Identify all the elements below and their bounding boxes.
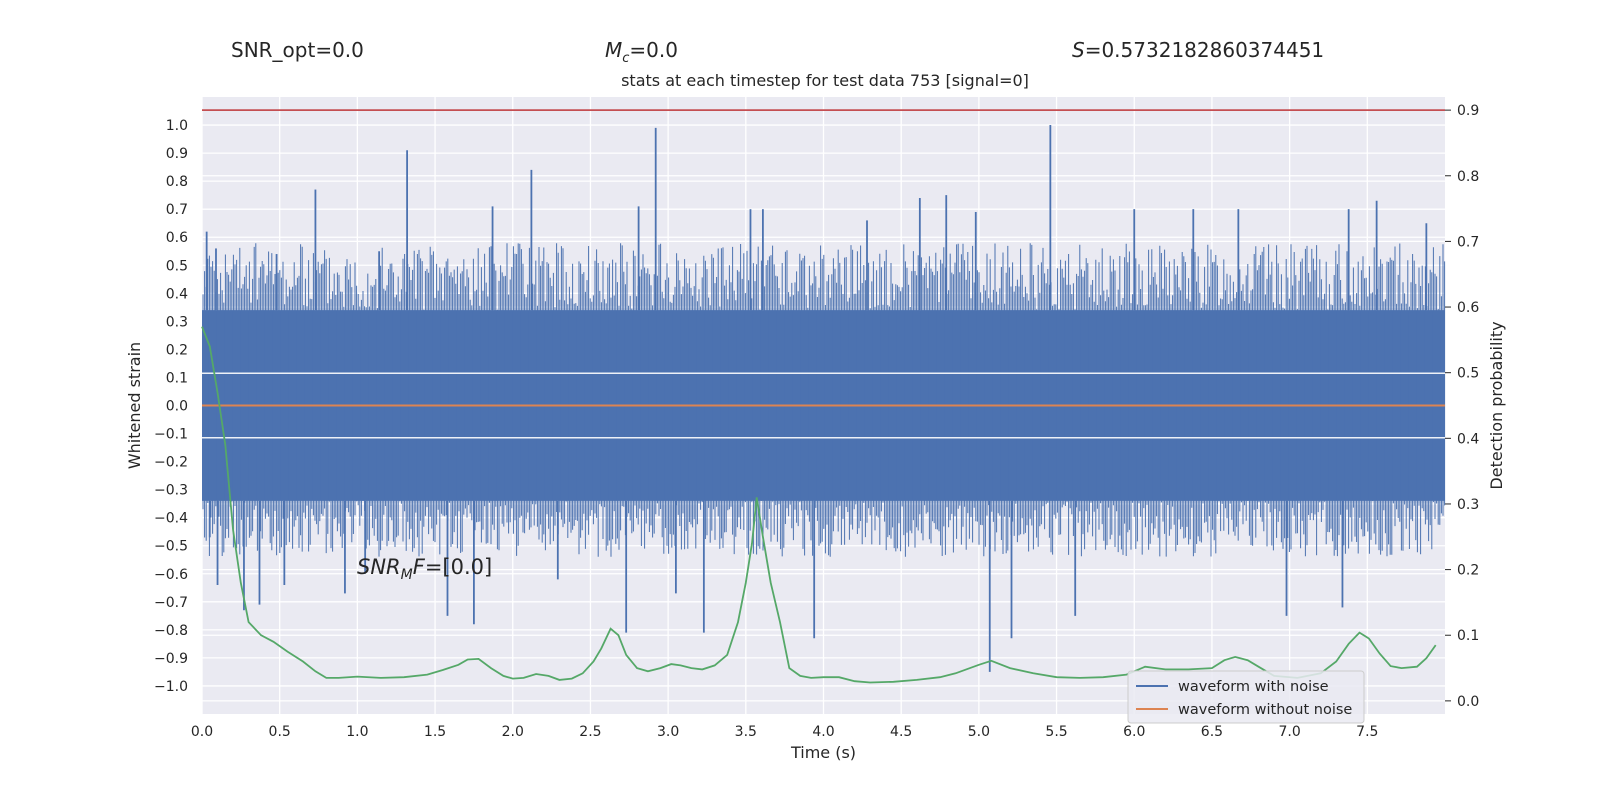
y-right-axis-label: Detection probability — [1487, 321, 1506, 489]
y-tick-label: −1.0 — [154, 679, 188, 695]
y-tick-label: −0.2 — [154, 455, 188, 471]
y-tick-label: −0.9 — [154, 651, 188, 667]
y-tick-label: 0.6 — [166, 230, 188, 246]
s-symbol: S — [1072, 38, 1085, 62]
y-right-tick-label: 0.5 — [1457, 366, 1479, 382]
mc-value: =0.0 — [629, 38, 678, 62]
y-right-tick-label: 0.8 — [1457, 169, 1479, 185]
legend: waveform with noise waveform without nois… — [1127, 670, 1365, 724]
y-right-tick-label: 0.1 — [1457, 628, 1479, 644]
y-tick-label: 0.2 — [166, 342, 188, 358]
x-tick-label: 5.0 — [968, 724, 990, 740]
chart-title: stats at each timestep for test data 753… — [621, 71, 1029, 90]
x-tick-label: 4.5 — [890, 724, 912, 740]
y-tick-label: 0.3 — [166, 314, 188, 330]
x-tick-label: 5.5 — [1045, 724, 1067, 740]
snr-mf-sub: M — [401, 567, 413, 583]
y-tick-label: 0.1 — [166, 370, 188, 386]
y-right-tick-label: 0.6 — [1457, 300, 1479, 316]
legend-box — [1127, 670, 1365, 724]
y-right-tick-label: 0.7 — [1457, 234, 1479, 250]
line-layer — [201, 109, 1445, 684]
axis-layer: 0.0 0.5 1.0 1.5 2.0 2.5 3.0 3.5 4.0 4.5 5.0 5.5 6.0 6… — [125, 103, 1506, 762]
mc-subscript: c — [622, 51, 630, 66]
y-tick-label: −0.3 — [154, 483, 188, 499]
x-tick-label: 2.0 — [502, 724, 524, 740]
x-tick-label: 2.5 — [579, 724, 601, 740]
y-tick-label: 0.9 — [166, 146, 188, 162]
x-tick-label: 4.0 — [812, 724, 834, 740]
y-tick-label: −0.7 — [154, 595, 188, 611]
x-tick-label: 0.0 — [191, 724, 213, 740]
snr-mf-prefix: SNR — [357, 555, 401, 579]
x-tick-label: 3.0 — [657, 724, 679, 740]
x-tick-label: 7.5 — [1356, 724, 1378, 740]
snr-opt-label: SNR_opt=0.0 — [231, 38, 364, 62]
y-tick-label: −0.1 — [154, 427, 188, 443]
snr-mf-f: F — [413, 555, 426, 579]
noise-spike-layer — [205, 125, 1428, 672]
y-right-tick-label: 0.3 — [1457, 497, 1479, 513]
score-label: S=0.5732182860374451 — [1072, 38, 1324, 62]
y-tick-label: 0.0 — [166, 399, 188, 415]
y-right-tick-label: 0.9 — [1457, 103, 1479, 119]
x-tick-label: 1.5 — [424, 724, 446, 740]
x-tick-label: 6.5 — [1201, 724, 1223, 740]
y-tick-label: 0.4 — [166, 286, 188, 302]
snr-mf-annotation: SNRMF=[0.0] — [357, 555, 492, 583]
x-tick-label: 6.0 — [1123, 724, 1145, 740]
y-tick-label: −0.8 — [154, 623, 188, 639]
y-tick-label: 0.5 — [166, 258, 188, 274]
y-right-tick-label: 0.2 — [1457, 563, 1479, 579]
x-tick-label: 1.0 — [346, 724, 368, 740]
x-tick-label: 3.5 — [735, 724, 757, 740]
y-axis-label: Whitened strain — [125, 342, 144, 469]
legend-label: waveform with noise — [1178, 679, 1329, 695]
chirp-mass-label: Mc=0.0 — [605, 38, 678, 66]
snr-mf-value: =[0.0] — [425, 555, 492, 579]
s-value: =0.5732182860374451 — [1084, 38, 1325, 62]
y-tick-label: −0.5 — [154, 539, 188, 555]
y-tick-label: −0.6 — [154, 567, 188, 583]
mc-symbol: M — [605, 38, 623, 62]
y-tick-label: 1.0 — [166, 118, 188, 134]
detection-probability-line — [201, 326, 1437, 684]
x-axis-label: Time (s) — [790, 743, 856, 762]
legend-label: waveform without noise — [1178, 702, 1352, 718]
x-tick-label: 0.5 — [269, 724, 291, 740]
y-tick-label: −0.4 — [154, 511, 188, 527]
x-tick-label: 7.0 — [1278, 724, 1300, 740]
y-tick-label: 0.7 — [166, 202, 188, 218]
y-right-tick-label: 0.0 — [1457, 694, 1479, 710]
y-tick-label: 0.8 — [166, 174, 188, 190]
y-right-tick-label: 0.4 — [1457, 431, 1479, 447]
